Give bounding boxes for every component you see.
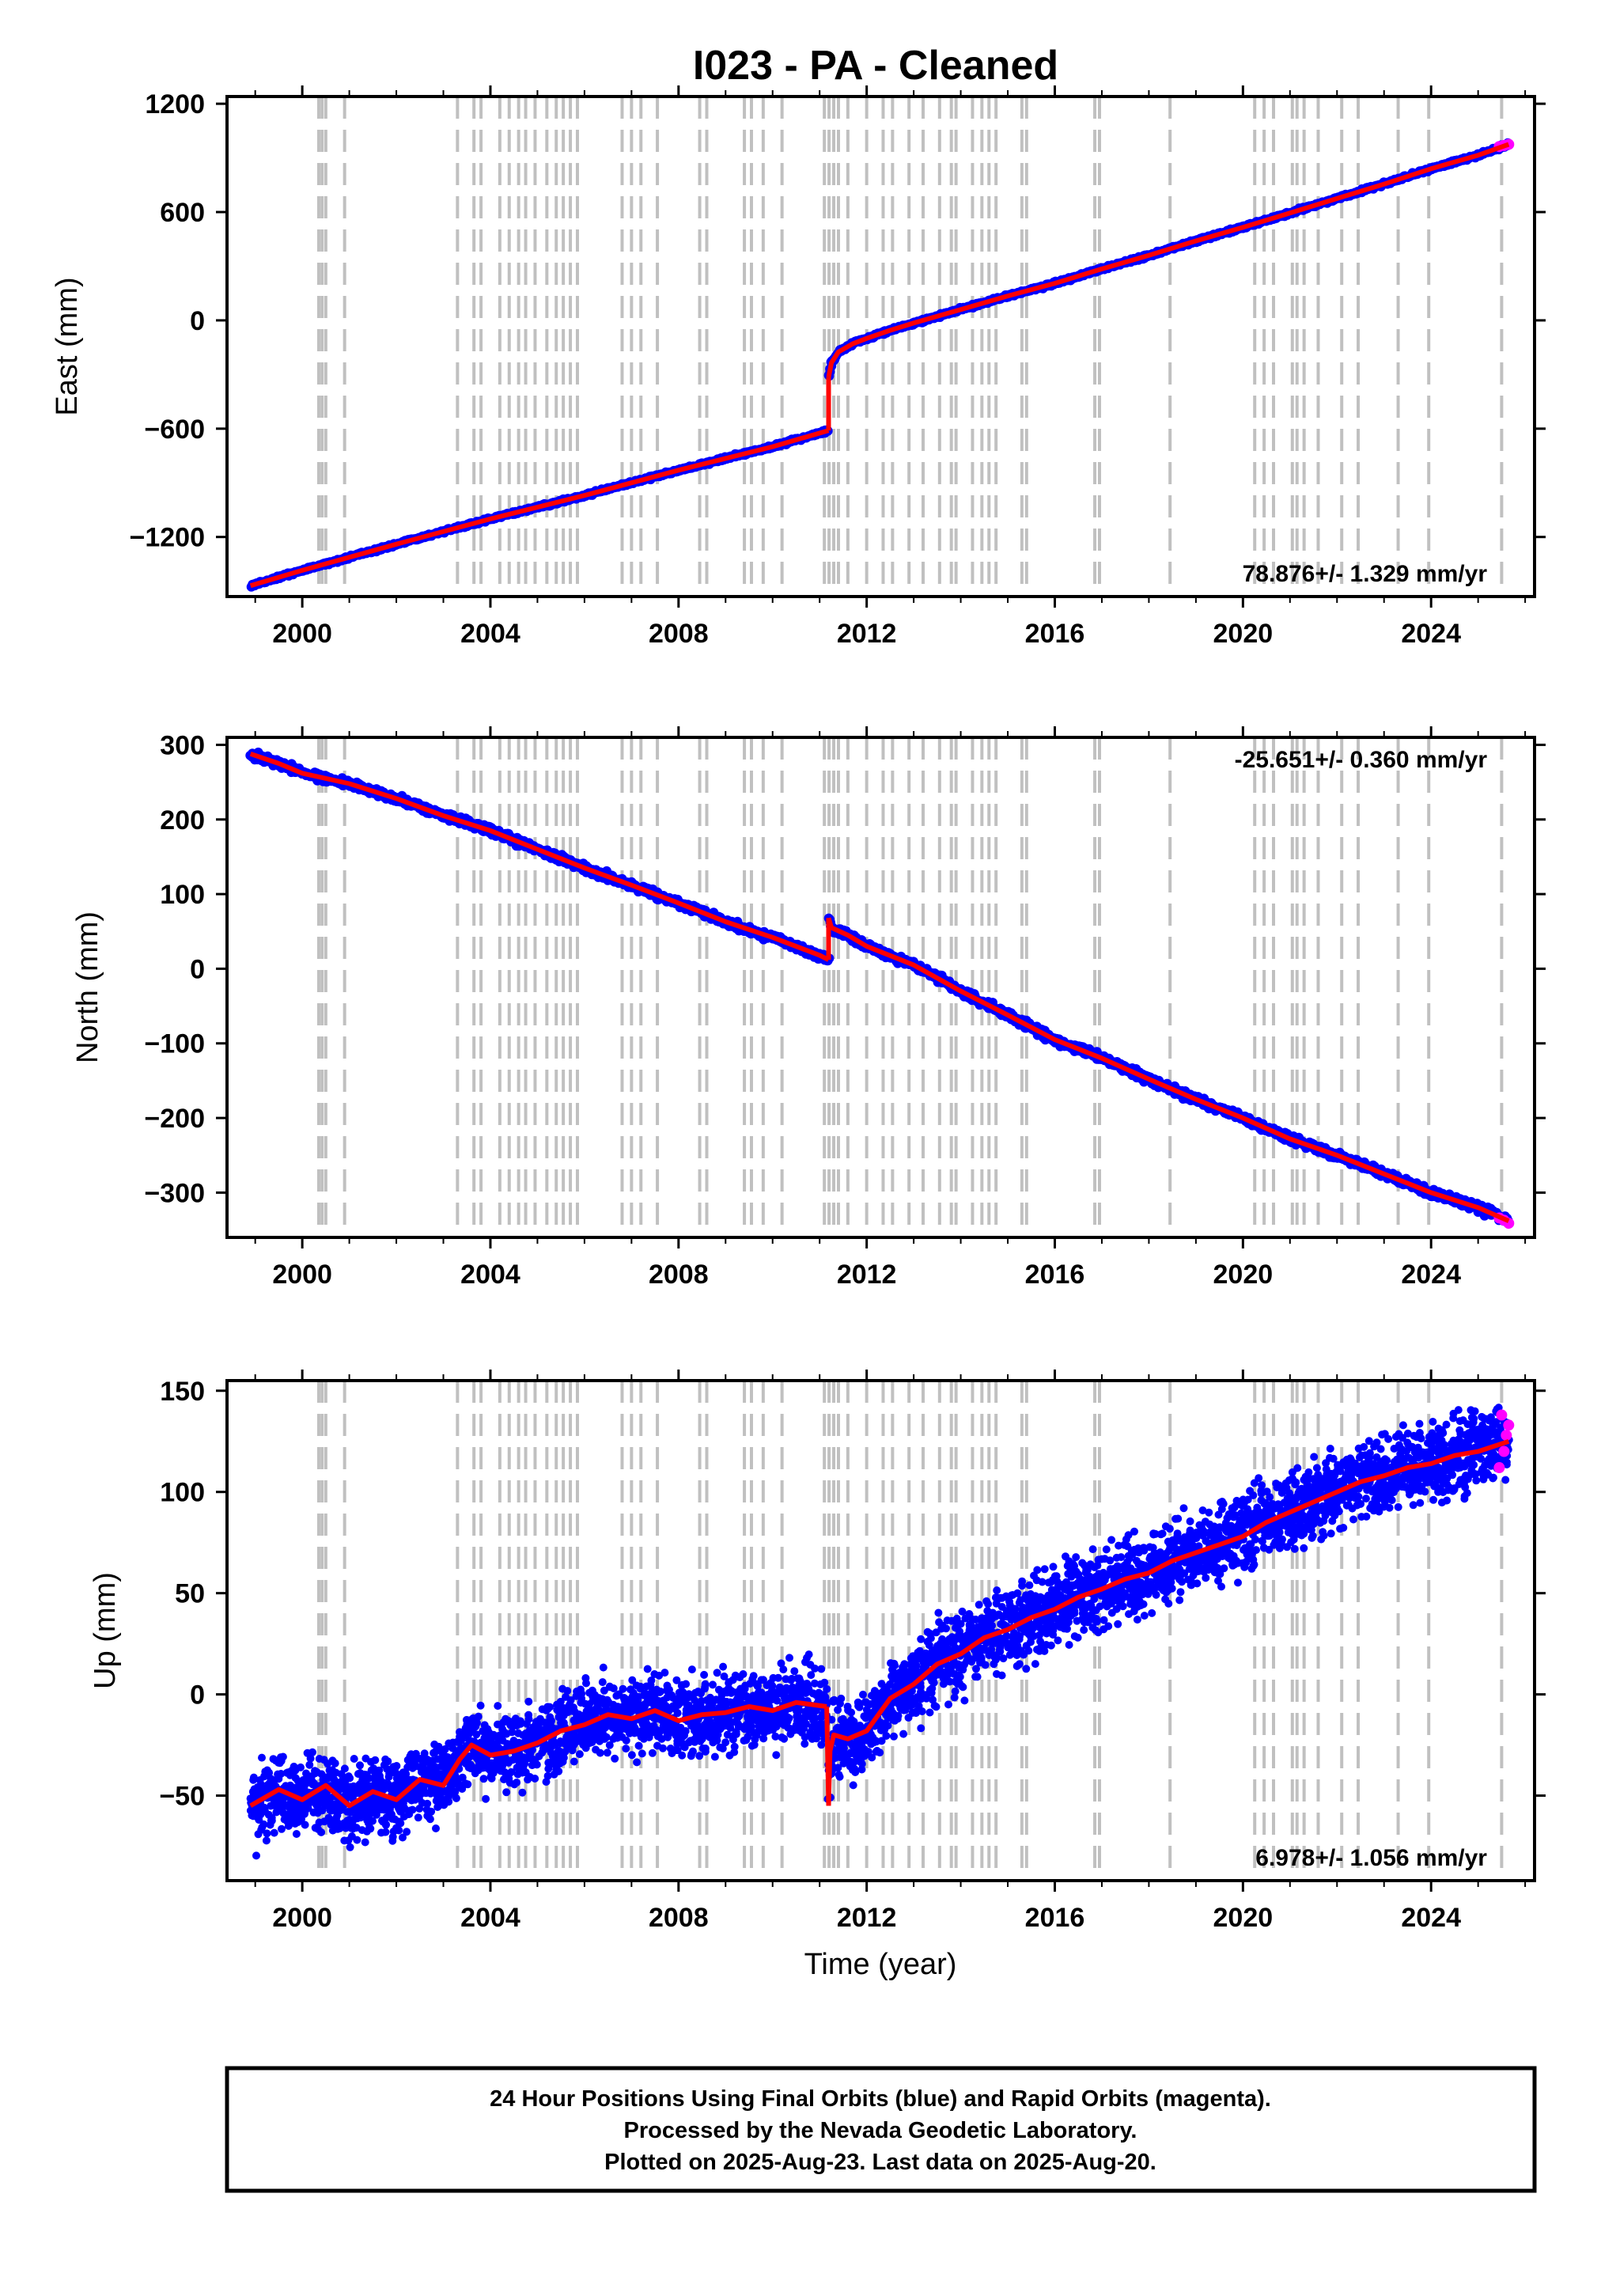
rapid-orbit-point [1503, 1419, 1515, 1431]
model-line-east-0 [249, 428, 830, 589]
x-tick-label: 2008 [649, 619, 709, 649]
panel-east: East (mm) 2000 2004 2008 2012 2016 2020 2024 12… [51, 85, 1546, 649]
footer-line-1: 24 Hour Positions Using Final Orbits (bl… [490, 2086, 1271, 2112]
footer-box: 24 Hour Positions Using Final Orbits (bl… [225, 2066, 1537, 2193]
plot-area-north [245, 737, 1515, 1237]
y-axis-label-east: East (mm) [51, 277, 84, 415]
x-tick-label: 2016 [1025, 1903, 1085, 1933]
x-tick-label: 2004 [460, 1903, 520, 1933]
model-line-north-0 [249, 751, 830, 962]
x-tick-label: 2008 [649, 1903, 709, 1933]
x-tick-label: 2016 [1025, 1260, 1085, 1290]
y-tick-label: 600 [160, 198, 205, 228]
x-tick-label: 2000 [272, 1903, 332, 1933]
x-tick-label: 2004 [460, 1260, 520, 1290]
rapid-orbit-point [1493, 1462, 1505, 1474]
x-tick-label: 2020 [1213, 1260, 1274, 1290]
y-tick-label: 1200 [145, 89, 205, 119]
plot-area-up [246, 1381, 1515, 1881]
x-tick-label: 2024 [1401, 1260, 1461, 1290]
chart-title: I023 - PA - Cleaned [693, 43, 1058, 89]
y-tick-label: −1200 [130, 523, 206, 553]
model-line-north-1 [826, 917, 1510, 1223]
final-orbit-points-north [245, 747, 1513, 1228]
x-tick-label: 2012 [837, 1260, 897, 1290]
y-axis-label-up: Up (mm) [89, 1572, 122, 1689]
rapid-orbit-point [1496, 1409, 1508, 1421]
x-tick-label: 2020 [1213, 619, 1274, 649]
y-axis-label-north: North (mm) [71, 911, 104, 1063]
plot-area-east [246, 97, 1515, 597]
rate-label-north: -25.651+/- 0.360 mm/yr [1235, 747, 1488, 773]
x-tick-label: 2012 [837, 619, 897, 649]
y-tick-label: 0 [190, 1680, 205, 1711]
plot-frame-east [225, 95, 1536, 598]
footer-line-3: Plotted on 2025-Aug-23. Last data on 202… [604, 2150, 1156, 2175]
footer-line-2: Processed by the Nevada Geodetic Laborat… [624, 2118, 1137, 2143]
plot-frame-up [225, 1379, 1536, 1882]
y-tick-label: 200 [160, 805, 205, 835]
model-line-up-1 [826, 1438, 1510, 1806]
y-tick-label: 50 [175, 1579, 205, 1609]
x-tick-label: 2000 [272, 1260, 332, 1290]
rapid-orbit-point [1498, 1445, 1510, 1457]
plot-frame-north [225, 736, 1536, 1239]
y-tick-label: −300 [144, 1178, 205, 1208]
y-tick-label: −600 [144, 415, 205, 445]
x-tick-label: 2020 [1213, 1903, 1274, 1933]
x-tick-label: 2024 [1401, 1903, 1461, 1933]
y-tick-label: −200 [144, 1104, 205, 1134]
y-tick-label: −50 [159, 1782, 205, 1812]
y-tick-label: 150 [160, 1377, 205, 1407]
y-tick-label: 100 [160, 1478, 205, 1508]
x-tick-label: 2024 [1401, 619, 1461, 649]
panel-north: North (mm) 2000 2004 2008 2012 2016 2020 20243… [71, 726, 1546, 1290]
y-tick-label: −100 [144, 1029, 205, 1059]
x-tick-label: 2012 [837, 1903, 897, 1933]
rapid-orbit-point [1501, 1430, 1512, 1442]
panel-up: Up (mm) Time (year) 2000 2004 2008 2012 2016… [89, 1370, 1546, 1981]
y-tick-label: 0 [190, 306, 205, 336]
model-line-up-0 [249, 1699, 827, 1809]
y-tick-label: 0 [190, 954, 205, 984]
x-tick-label: 2008 [649, 1260, 709, 1290]
model-line-east-1 [826, 142, 1510, 378]
rate-label-east: 78.876+/- 1.329 mm/yr [1243, 561, 1488, 587]
x-axis-label: Time (year) [804, 1948, 957, 1981]
final-orbit-points-east [246, 138, 1513, 592]
y-tick-label: 300 [160, 730, 205, 760]
y-tick-label: 100 [160, 880, 205, 910]
x-tick-label: 2000 [272, 619, 332, 649]
x-tick-label: 2016 [1025, 619, 1085, 649]
offset-step-up [824, 1706, 831, 1806]
rate-label-up: 6.978+/- 1.056 mm/yr [1255, 1845, 1487, 1871]
final-orbit-points-up [246, 1404, 1513, 1860]
x-tick-label: 2004 [460, 619, 520, 649]
